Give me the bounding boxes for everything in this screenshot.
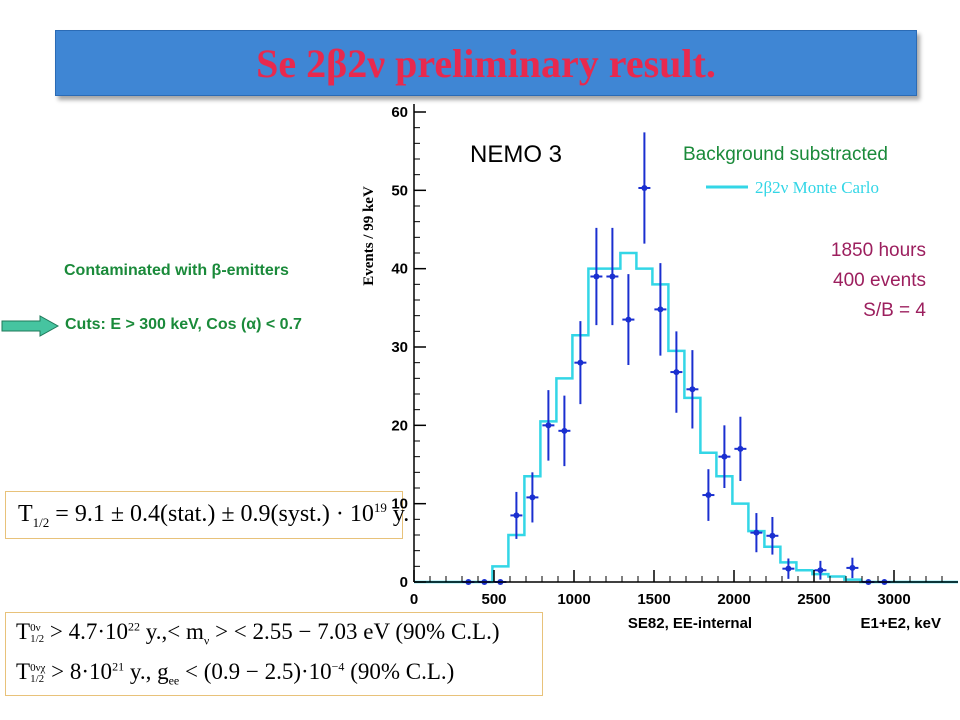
majoron-limit-formula: T 0νχ 1/2 > 8·1021 y., gee < (0.9 − 2.5)·1… bbox=[16, 659, 455, 688]
legend-label: 2β2ν Monte Carlo bbox=[755, 178, 879, 197]
data-point bbox=[622, 274, 635, 366]
data-marker bbox=[609, 273, 616, 280]
data-point bbox=[590, 227, 603, 326]
data-point bbox=[766, 516, 779, 555]
data-point bbox=[750, 513, 763, 553]
data-marker bbox=[849, 564, 856, 571]
data-marker bbox=[561, 427, 568, 434]
data-point bbox=[574, 321, 587, 405]
data-point bbox=[686, 350, 699, 429]
data-marker bbox=[593, 273, 600, 280]
x-tick-label: 1500 bbox=[637, 591, 670, 608]
data-marker bbox=[577, 359, 584, 366]
background-label: Background substracted bbox=[683, 144, 888, 165]
data-marker bbox=[529, 494, 536, 501]
y-tick-label: 10 bbox=[391, 496, 408, 513]
data-point bbox=[734, 416, 747, 481]
data-point bbox=[814, 560, 827, 580]
data-point bbox=[526, 472, 539, 523]
neutrinoless-limit-formula: T 0ν 1/2 > 4.7·1022 y.,< mν > < 2.55 − 7.0… bbox=[16, 619, 500, 648]
x-tick-label: 2500 bbox=[797, 591, 830, 608]
data-point bbox=[510, 491, 523, 539]
data-marker bbox=[753, 529, 760, 536]
data-marker bbox=[817, 567, 824, 574]
data-marker bbox=[625, 316, 632, 323]
data-point bbox=[718, 425, 731, 488]
cuts-note: Cuts: E > 300 keV, Cos (α) < 0.7 bbox=[65, 316, 302, 333]
data-point bbox=[654, 263, 667, 356]
data-point bbox=[606, 227, 619, 326]
data-marker bbox=[641, 184, 648, 191]
data-marker bbox=[785, 565, 792, 572]
x-tick-label: 2000 bbox=[717, 591, 750, 608]
data-marker bbox=[689, 386, 696, 393]
title-banner: Se 2β2ν preliminary result. bbox=[55, 30, 917, 96]
signal-background-label: S/B = 4 bbox=[863, 300, 926, 321]
x-tick-label: 3000 bbox=[877, 591, 910, 608]
data-marker bbox=[705, 492, 712, 499]
x-axis-label-left: SE82, EE-internal bbox=[628, 615, 752, 632]
x-axis-label-right: E1+E2, keV bbox=[861, 615, 941, 632]
data-marker bbox=[737, 445, 744, 452]
y-tick-label: 40 bbox=[391, 261, 408, 278]
hours-label: 1850 hours bbox=[831, 240, 926, 261]
contaminated-note: Contaminated with β-emitters bbox=[64, 262, 289, 279]
arrow-right-icon bbox=[1, 315, 60, 337]
page-title: Se 2β2ν preliminary result. bbox=[256, 40, 716, 86]
data-point bbox=[670, 331, 683, 413]
x-tick-label: 0 bbox=[410, 591, 418, 608]
data-marker bbox=[657, 306, 664, 313]
data-marker bbox=[545, 422, 552, 429]
data-marker bbox=[513, 512, 520, 519]
data-marker bbox=[673, 369, 680, 376]
data-point bbox=[846, 557, 859, 579]
data-point bbox=[782, 558, 795, 579]
mc-histogram-line bbox=[414, 251, 958, 584]
data-point bbox=[558, 395, 571, 467]
y-tick-label: 30 bbox=[391, 339, 408, 356]
y-tick-label: 60 bbox=[391, 104, 408, 121]
limits-formula-box: T 0ν 1/2 > 4.7·1022 y.,< mν > < 2.55 − 7.0… bbox=[5, 612, 543, 696]
x-tick-label: 1000 bbox=[557, 591, 590, 608]
half-life-formula: T1/2 = 9.1 ± 0.4(stat.) ± 0.9(syst.) · 1… bbox=[18, 500, 410, 530]
data-point bbox=[702, 469, 715, 521]
y-tick-label: 50 bbox=[391, 182, 408, 199]
y-tick-label: 0 bbox=[400, 574, 408, 591]
events-label: 400 events bbox=[833, 270, 926, 291]
half-life-formula-box: T1/2 = 9.1 ± 0.4(stat.) ± 0.9(syst.) · 1… bbox=[5, 491, 409, 539]
data-marker bbox=[721, 453, 728, 460]
data-point bbox=[542, 390, 555, 461]
data-marker bbox=[769, 532, 776, 539]
y-axis-label: Events / 99 keV bbox=[361, 186, 377, 286]
experiment-label: NEMO 3 bbox=[470, 141, 562, 168]
x-tick-label: 500 bbox=[481, 591, 506, 608]
y-tick-label: 20 bbox=[391, 417, 408, 434]
data-point bbox=[638, 132, 651, 244]
